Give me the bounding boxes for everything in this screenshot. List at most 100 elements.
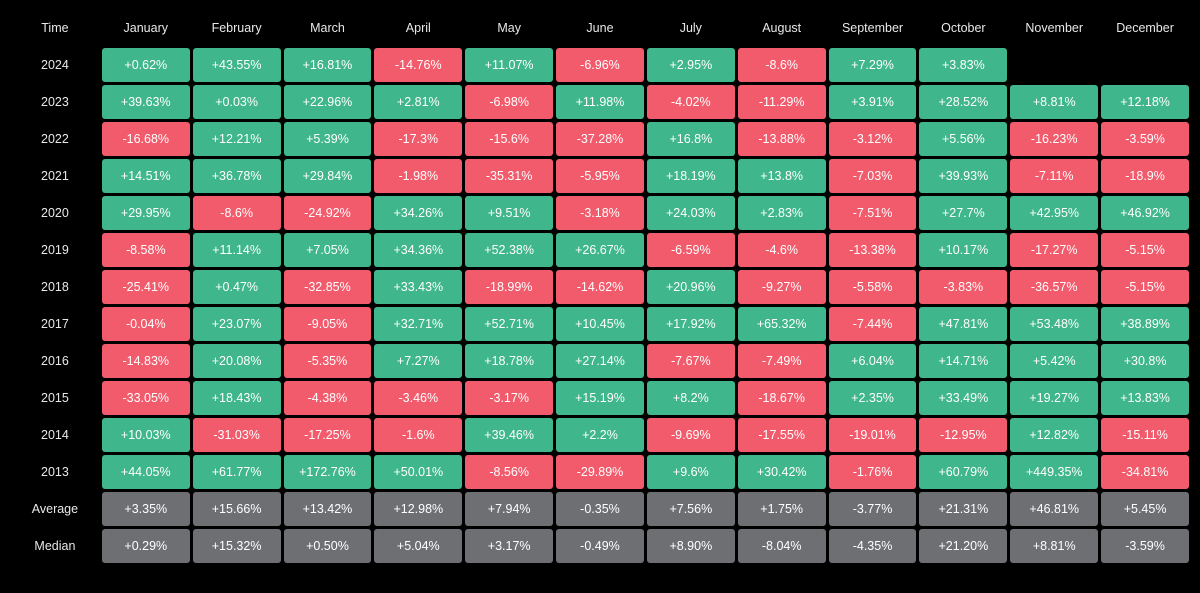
data-cell: +2.35% xyxy=(829,381,917,415)
data-cell: +7.05% xyxy=(284,233,372,267)
data-cell: -6.98% xyxy=(465,85,553,119)
table-row: 2017-0.04%+23.07%-9.05%+32.71%+52.71%+10… xyxy=(11,307,1189,341)
row-label: 2019 xyxy=(11,233,99,267)
row-label: 2014 xyxy=(11,418,99,452)
col-header-month: January xyxy=(102,11,190,45)
data-cell: +8.81% xyxy=(1010,529,1098,563)
data-cell: +20.96% xyxy=(647,270,735,304)
data-cell: -17.3% xyxy=(374,122,462,156)
data-cell: -3.12% xyxy=(829,122,917,156)
data-cell: +33.49% xyxy=(919,381,1007,415)
col-header-month: February xyxy=(193,11,281,45)
col-header-month: June xyxy=(556,11,644,45)
data-cell: +11.07% xyxy=(465,48,553,82)
data-cell: -8.6% xyxy=(193,196,281,230)
data-cell: -0.35% xyxy=(556,492,644,526)
data-cell: +3.17% xyxy=(465,529,553,563)
data-cell: +65.32% xyxy=(738,307,826,341)
data-cell: +17.92% xyxy=(647,307,735,341)
data-cell: -3.59% xyxy=(1101,122,1189,156)
row-label: 2021 xyxy=(11,159,99,193)
data-cell: +19.27% xyxy=(1010,381,1098,415)
row-label: 2016 xyxy=(11,344,99,378)
table-row: 2014+10.03%-31.03%-17.25%-1.6%+39.46%+2.… xyxy=(11,418,1189,452)
data-cell: +172.76% xyxy=(284,455,372,489)
data-cell: -17.27% xyxy=(1010,233,1098,267)
data-cell: +20.08% xyxy=(193,344,281,378)
data-cell: +5.39% xyxy=(284,122,372,156)
data-cell: -17.55% xyxy=(738,418,826,452)
data-cell: +0.62% xyxy=(102,48,190,82)
data-cell: +34.26% xyxy=(374,196,462,230)
data-cell: -1.76% xyxy=(829,455,917,489)
data-cell: +5.56% xyxy=(919,122,1007,156)
data-cell: +27.14% xyxy=(556,344,644,378)
data-cell: +39.63% xyxy=(102,85,190,119)
data-cell: -7.11% xyxy=(1010,159,1098,193)
data-cell: +18.19% xyxy=(647,159,735,193)
data-cell: -4.6% xyxy=(738,233,826,267)
table-row: 2024+0.62%+43.55%+16.81%-14.76%+11.07%-6… xyxy=(11,48,1189,82)
data-cell: +38.89% xyxy=(1101,307,1189,341)
data-cell: -19.01% xyxy=(829,418,917,452)
data-cell: -15.6% xyxy=(465,122,553,156)
data-cell: -5.15% xyxy=(1101,233,1189,267)
table-row: 2023+39.63%+0.03%+22.96%+2.81%-6.98%+11.… xyxy=(11,85,1189,119)
col-header-month: July xyxy=(647,11,735,45)
data-cell: +30.42% xyxy=(738,455,826,489)
data-cell: -25.41% xyxy=(102,270,190,304)
data-cell: -6.59% xyxy=(647,233,735,267)
data-cell: +18.78% xyxy=(465,344,553,378)
data-cell: +39.93% xyxy=(919,159,1007,193)
data-cell: +7.56% xyxy=(647,492,735,526)
data-cell: +2.81% xyxy=(374,85,462,119)
data-cell: +34.36% xyxy=(374,233,462,267)
data-cell: +52.71% xyxy=(465,307,553,341)
data-cell: +15.19% xyxy=(556,381,644,415)
row-label: 2020 xyxy=(11,196,99,230)
data-cell: +0.50% xyxy=(284,529,372,563)
data-cell: -7.44% xyxy=(829,307,917,341)
data-cell: +46.81% xyxy=(1010,492,1098,526)
data-cell: +8.90% xyxy=(647,529,735,563)
data-cell: -37.28% xyxy=(556,122,644,156)
data-cell: +28.52% xyxy=(919,85,1007,119)
data-cell: +3.83% xyxy=(919,48,1007,82)
data-cell: +1.75% xyxy=(738,492,826,526)
data-cell: +14.71% xyxy=(919,344,1007,378)
data-cell: +12.98% xyxy=(374,492,462,526)
data-cell: -18.99% xyxy=(465,270,553,304)
data-cell: -7.67% xyxy=(647,344,735,378)
data-cell: -18.9% xyxy=(1101,159,1189,193)
data-cell: +21.31% xyxy=(919,492,1007,526)
data-cell: +6.04% xyxy=(829,344,917,378)
data-cell: -4.35% xyxy=(829,529,917,563)
data-cell: -15.11% xyxy=(1101,418,1189,452)
data-cell: -7.51% xyxy=(829,196,917,230)
data-cell: +2.95% xyxy=(647,48,735,82)
data-cell: -3.18% xyxy=(556,196,644,230)
data-cell: -14.83% xyxy=(102,344,190,378)
data-cell: +2.83% xyxy=(738,196,826,230)
data-cell: +0.47% xyxy=(193,270,281,304)
data-cell: +53.48% xyxy=(1010,307,1098,341)
data-cell: -16.23% xyxy=(1010,122,1098,156)
data-cell: +39.46% xyxy=(465,418,553,452)
data-cell: +7.27% xyxy=(374,344,462,378)
data-cell: +30.8% xyxy=(1101,344,1189,378)
table-row: 2019-8.58%+11.14%+7.05%+34.36%+52.38%+26… xyxy=(11,233,1189,267)
data-cell: +0.03% xyxy=(193,85,281,119)
row-label: 2022 xyxy=(11,122,99,156)
row-label: 2023 xyxy=(11,85,99,119)
data-cell: -3.17% xyxy=(465,381,553,415)
data-cell: -1.6% xyxy=(374,418,462,452)
data-cell: -11.29% xyxy=(738,85,826,119)
row-label: 2018 xyxy=(11,270,99,304)
data-cell: +10.45% xyxy=(556,307,644,341)
data-cell: +8.81% xyxy=(1010,85,1098,119)
data-cell: +24.03% xyxy=(647,196,735,230)
data-cell: -5.15% xyxy=(1101,270,1189,304)
data-cell: +3.91% xyxy=(829,85,917,119)
data-cell: +13.42% xyxy=(284,492,372,526)
data-cell: -18.67% xyxy=(738,381,826,415)
